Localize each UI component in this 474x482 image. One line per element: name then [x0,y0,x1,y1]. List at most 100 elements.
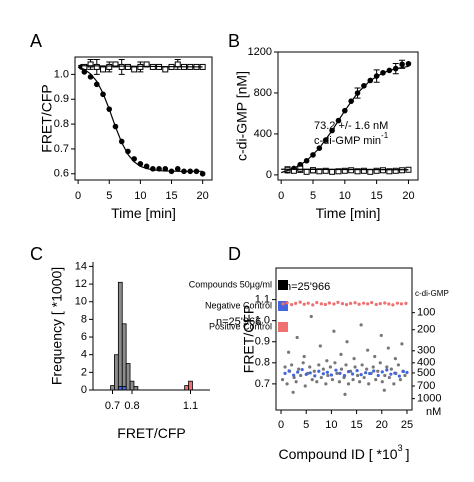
panel-label: B [228,31,240,51]
data-point [380,370,384,374]
data-point [290,303,294,307]
data-point [374,302,378,307]
data-point [353,365,357,369]
histogram-bar [129,380,135,391]
data-point [87,61,94,68]
data-point [308,371,312,375]
y-axis-label: FRET/CFP [241,305,257,373]
data-point [317,369,321,373]
data-point [335,168,342,175]
data-point [310,167,316,174]
data-point [306,301,310,305]
data-point [296,370,300,374]
annotation-text: c-di-GMP min [314,135,381,147]
data-point [321,367,325,371]
data-point [285,382,289,386]
data-point [317,363,321,367]
y2-tick-label: 200 [417,324,435,336]
y-tick-label: 1.0 [255,315,270,327]
data-point [372,369,376,373]
data-point [386,168,393,175]
data-point [346,382,351,386]
x-tick-label: 5 [310,190,316,202]
x-axis-label: Time [min] [111,205,176,221]
x-axis-label-end: ] [406,446,410,462]
data-point [162,66,169,73]
data-point [199,170,206,177]
data-point [337,380,342,384]
y-axis-label: FRET/CFP [39,84,55,152]
x-tick-label: 15 [371,190,383,202]
data-point [366,348,370,352]
x-tick-label: 15 [165,190,177,202]
data-point [118,63,125,70]
data-point [328,365,332,369]
histogram-bar [110,385,115,391]
data-point [385,365,389,369]
data-point [355,369,359,373]
x-axis-label-sup: 3 [398,443,403,453]
y-tick-label: 0.9 [54,93,69,105]
data-point [392,167,399,174]
data-point [162,166,169,172]
data-point [387,375,391,380]
y2-label: nM [426,406,441,418]
x-axis-label-text: Compound ID [ *10 [279,446,398,462]
data-point [313,374,317,378]
fit-line [281,168,409,171]
data-point [309,314,313,319]
y-tick-label: 4 [81,349,87,361]
data-point [327,301,331,305]
y-tick-label: 1.1 [255,294,270,306]
annotation-text: n=25'966 [285,281,330,293]
data-point [318,344,322,348]
data-point [325,359,329,363]
data-point [371,365,375,369]
data-point [302,302,306,306]
data-point [385,368,389,372]
data-point [292,373,296,377]
annotation-text: 73.2 +/- 1.6 nM [314,120,388,132]
data-point [395,301,399,305]
plot-frame [277,51,419,181]
histogram-bar [121,386,127,391]
data-point [300,367,304,372]
legend-swatch [278,301,288,311]
data-point [329,373,334,377]
data-point [380,167,386,174]
data-point [404,301,408,305]
data-point [124,63,131,70]
y-tick-label: 800 [254,87,272,99]
data-point [322,167,329,174]
data-point [310,378,314,382]
y-tick-label: 10 [75,296,87,308]
panel-label: D [228,244,241,264]
data-point [112,61,119,68]
data-point [343,392,347,397]
data-point [362,375,366,380]
y-tick-label: 0.9 [255,336,270,348]
y2-tick-label: 700 [417,380,435,392]
data-point [303,384,307,388]
x-tick-label: 0 [75,190,81,202]
x-axis-label: Time [min] [316,205,381,221]
data-point [359,373,363,377]
y-tick-label: 0.6 [54,168,69,180]
fit-line [78,65,203,68]
data-point [311,303,315,307]
data-point [334,368,338,372]
data-point [399,61,405,68]
data-point [283,371,287,375]
data-point [389,372,393,376]
data-point [339,367,344,371]
data-point [315,300,319,305]
y2-tick-label: 100 [417,307,435,319]
data-point [389,367,393,371]
data-point [303,168,310,175]
data-point [348,301,353,305]
data-point [346,370,351,374]
data-point [336,300,340,304]
data-point [291,390,295,394]
x-axis-label: Compound ID [ *103] [279,443,410,461]
y-tick-label: 0.8 [255,357,270,369]
